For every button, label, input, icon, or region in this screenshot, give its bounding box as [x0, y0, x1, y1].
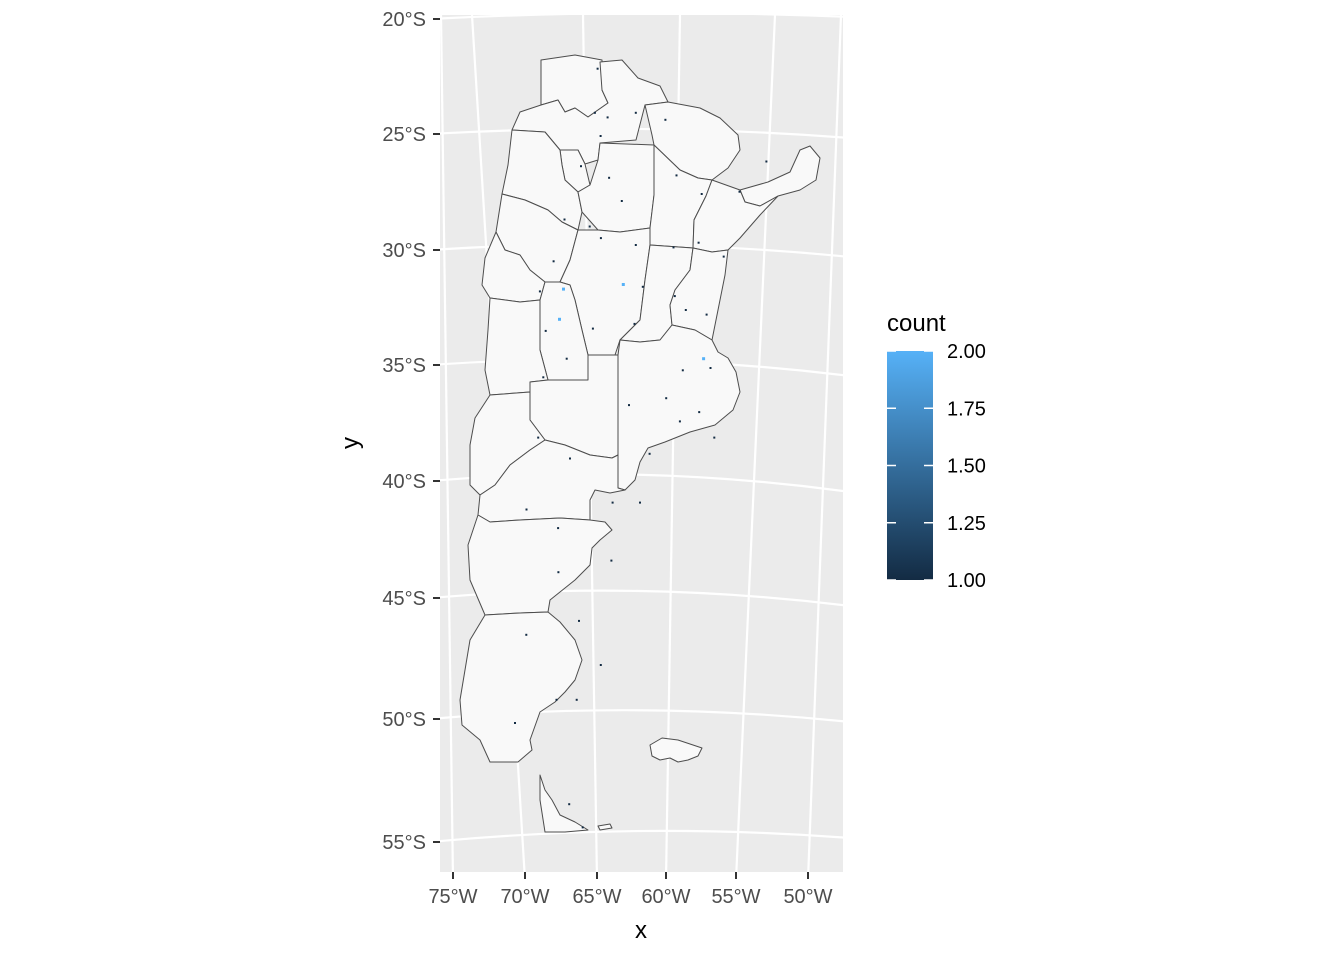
x-tick-label: 70°W: [500, 886, 549, 908]
data-point: [544, 329, 547, 332]
data-point: [565, 357, 568, 360]
y-tick-label: 55°S: [382, 832, 426, 854]
y-axis-title: y: [337, 437, 364, 449]
data-point: [563, 218, 566, 221]
data-point: [599, 237, 602, 240]
y-tick-label: 40°S: [382, 471, 426, 493]
data-point: [672, 246, 675, 249]
data-point: [537, 436, 540, 439]
data-point: [713, 436, 716, 439]
data-point: [664, 118, 667, 121]
data-point: [552, 260, 555, 263]
legend-title: count: [887, 310, 946, 337]
province-tierra-del-fuego: [539, 774, 589, 833]
legend: count 1.00 1.25 1.50 1.75 2.00: [887, 310, 986, 592]
islas-malvinas: [649, 737, 703, 763]
data-point: [678, 420, 681, 423]
data-point: [542, 376, 545, 379]
data-point: [684, 309, 687, 311]
data-point: [525, 633, 528, 636]
data-point: [620, 200, 623, 202]
data-point: [514, 722, 516, 724]
province-santa-cruz: [459, 611, 583, 763]
x-tick-label: 65°W: [572, 886, 621, 908]
isla-de-los-estados: [597, 823, 613, 831]
data-point: [639, 501, 641, 504]
x-tick-label: 50°W: [783, 886, 832, 908]
data-point: [525, 508, 528, 511]
data-point: [588, 225, 591, 228]
data-point: [621, 283, 625, 286]
x-axis-title: x: [635, 917, 647, 944]
data-point: [641, 285, 644, 288]
data-point: [709, 367, 712, 369]
y-axis: 20°S 25°S 30°S 35°S 40°S 45°S 50°S 55°S: [382, 9, 440, 854]
legend-tick-label: 1.75: [947, 398, 986, 420]
data-point: [591, 327, 594, 330]
data-point: [722, 255, 725, 258]
data-point: [675, 174, 678, 177]
data-point: [705, 313, 708, 316]
data-point: [648, 452, 651, 455]
data-point: [681, 369, 684, 372]
data-point: [634, 244, 637, 246]
data-point: [633, 322, 636, 325]
legend-tick-label: 1.00: [947, 570, 986, 592]
data-point: [596, 67, 599, 70]
y-tick-label: 30°S: [382, 240, 426, 262]
y-tick-label: 20°S: [382, 9, 426, 31]
data-point: [538, 290, 541, 293]
data-point: [578, 619, 580, 622]
data-point: [580, 165, 582, 168]
province-rio-negro: [477, 439, 626, 523]
data-point: [557, 571, 560, 574]
data-point: [738, 190, 741, 193]
argentina-provinces: [459, 54, 821, 833]
data-point: [673, 295, 676, 298]
data-point: [581, 826, 584, 829]
data-point: [702, 357, 706, 361]
x-tick-label: 60°W: [641, 886, 690, 908]
data-point: [697, 241, 700, 244]
data-point: [558, 317, 561, 321]
data-point: [599, 664, 602, 666]
y-tick-label: 45°S: [382, 588, 426, 610]
province-buenos-aires: [617, 324, 741, 491]
x-axis: 75°W 70°W 65°W 60°W 55°W 50°W: [428, 872, 833, 908]
data-point: [610, 559, 613, 562]
legend-ticks: 1.00 1.25 1.50 1.75 2.00: [887, 341, 986, 592]
province-corrientes: [692, 179, 779, 253]
data-point: [698, 411, 701, 414]
data-point: [557, 527, 560, 530]
y-tick-label: 25°S: [382, 124, 426, 146]
data-point: [765, 160, 768, 163]
data-point: [562, 287, 565, 291]
province-mendoza: [484, 297, 549, 396]
legend-tick-label: 2.00: [947, 341, 986, 363]
data-point: [628, 404, 630, 407]
data-point: [606, 116, 609, 119]
legend-tick-label: 1.25: [947, 513, 986, 535]
data-point: [568, 803, 571, 806]
data-point: [665, 397, 668, 400]
x-tick-label: 55°W: [711, 886, 760, 908]
data-point: [611, 501, 614, 504]
y-tick-label: 50°S: [382, 709, 426, 731]
data-point: [608, 176, 611, 179]
legend-tick-label: 1.50: [947, 456, 986, 478]
data-points-layer: [514, 67, 768, 829]
data-point: [555, 698, 558, 701]
data-point: [569, 457, 571, 460]
data-point: [593, 111, 596, 114]
data-point: [575, 698, 578, 701]
x-tick-label: 75°W: [428, 886, 477, 908]
data-point: [599, 135, 602, 137]
data-point: [700, 193, 703, 195]
data-point: [634, 111, 637, 114]
y-tick-label: 35°S: [382, 355, 426, 377]
